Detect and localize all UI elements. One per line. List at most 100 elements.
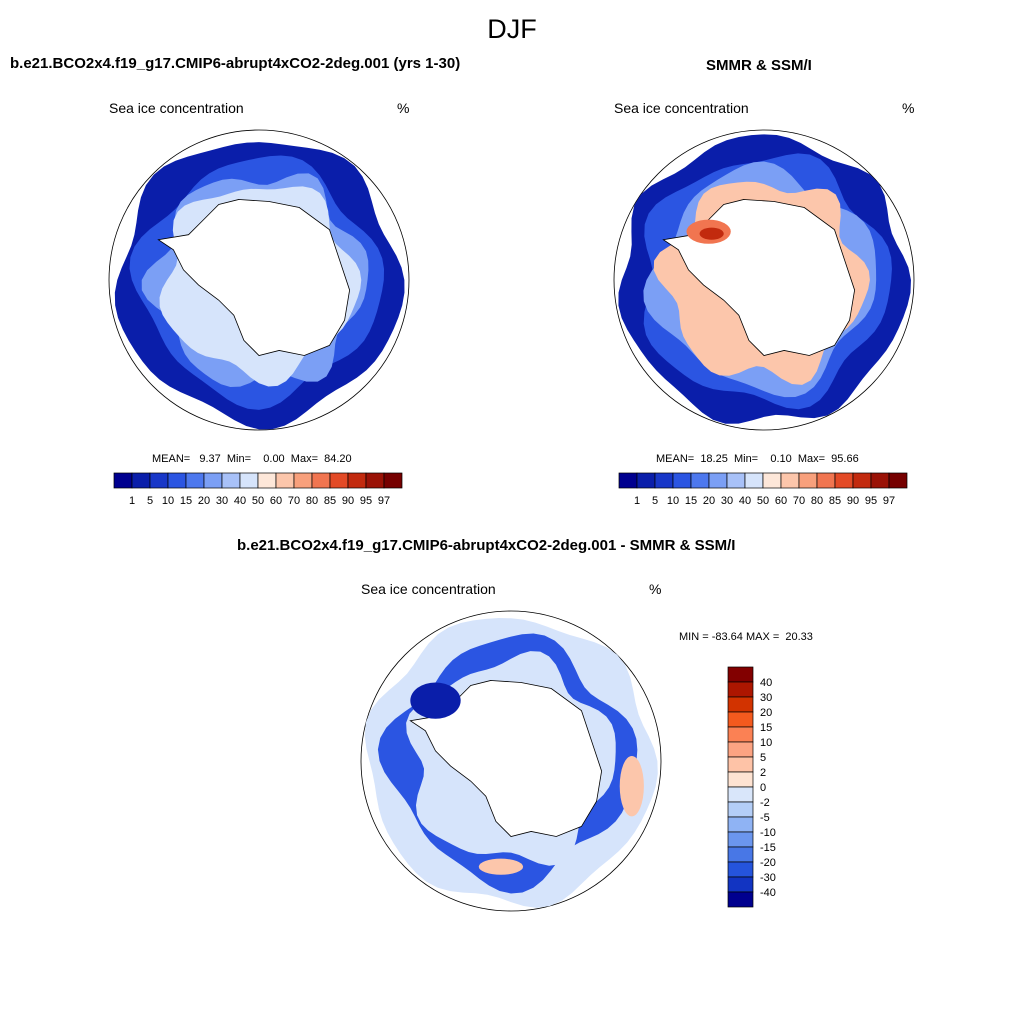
colorbar-tick-label: 30: [216, 495, 228, 507]
colorbar-box: [727, 756, 754, 773]
colorbar-box: [816, 472, 836, 489]
colorbar-box: [383, 472, 403, 489]
panel-2-subtitle-left: Sea ice concentration: [614, 100, 749, 116]
colorbar-box: [727, 771, 754, 788]
colorbar-tick-label: 10: [162, 495, 174, 507]
panel-1-colorbar: 1 5 10 15 20 30 40 50 60 70 80 85 90 95 97: [113, 472, 403, 507]
colorbar-tick-label: 30: [721, 495, 733, 507]
colorbar-tick-label: 2: [760, 767, 766, 779]
colorbar-box: [185, 472, 205, 489]
panel-1-polar-map: [108, 129, 410, 431]
colorbar-box: [221, 472, 241, 489]
colorbar-tick-label: 70: [288, 495, 300, 507]
colorbar-box: [727, 801, 754, 818]
antarctica-coastline: [409, 680, 603, 837]
colorbar-box: [727, 786, 754, 803]
colorbar-box: [727, 741, 754, 758]
colorbar-tick-label: 20: [198, 495, 210, 507]
colorbar-tick-label: 80: [811, 495, 823, 507]
colorbar-tick-label: 15: [180, 495, 192, 507]
colorbar-box: [727, 861, 754, 878]
colorbar-tick-label: 50: [757, 495, 769, 507]
panel-3-subtitle-right: %: [649, 581, 662, 597]
colorbar-tick-label: -40: [760, 887, 776, 899]
colorbar-tick-label: 97: [378, 495, 390, 507]
colorbar-box: [744, 472, 764, 489]
positive-anomaly-patch: [619, 755, 644, 817]
colorbar-tick-label: 30: [760, 692, 772, 704]
colorbar-box: [727, 696, 754, 713]
colorbar-box: [870, 472, 890, 489]
colorbar-box: [275, 472, 295, 489]
colorbar-tick-label: 90: [342, 495, 354, 507]
colorbar-box: [329, 472, 349, 489]
colorbar-tick-label: -30: [760, 872, 776, 884]
colorbar-tick-label: -20: [760, 857, 776, 869]
colorbar-box: [203, 472, 223, 489]
colorbar-box: [888, 472, 908, 489]
colorbar-tick-label: 95: [360, 495, 372, 507]
panel-2-title: SMMR & SSM/I: [706, 57, 812, 74]
colorbar-tick-label: 40: [760, 677, 772, 689]
colorbar-box: [293, 472, 313, 489]
colorbar-box: [690, 472, 710, 489]
colorbar-box: [708, 472, 728, 489]
colorbar-box: [852, 472, 872, 489]
colorbar-box: [780, 472, 800, 489]
colorbar-tick-label: 85: [324, 495, 336, 507]
colorbar-box: [672, 472, 692, 489]
colorbar-box: [727, 666, 754, 683]
colorbar-box: [727, 891, 754, 908]
colorbar-box: [239, 472, 259, 489]
colorbar-box: [727, 816, 754, 833]
panel-1-subtitle-left: Sea ice concentration: [109, 100, 244, 116]
colorbar-box: [727, 846, 754, 863]
panel-3-subtitle-left: Sea ice concentration: [361, 581, 496, 597]
panel-3-polar-map: [360, 610, 662, 912]
colorbar-tick-label: 97: [883, 495, 895, 507]
colorbar-tick-label: 5: [760, 752, 766, 764]
colorbar-tick-label: 90: [847, 495, 859, 507]
panel-2-colorbar: 1 5 10 15 20 30 40 50 60 70 80 85 90 95 97: [618, 472, 908, 507]
colorbar-box: [798, 472, 818, 489]
colorbar-tick-label: 15: [760, 722, 772, 734]
colorbar-box: [636, 472, 656, 489]
colorbar-box: [365, 472, 385, 489]
colorbar-box: [726, 472, 746, 489]
colorbar-box: [113, 472, 133, 489]
colorbar-tick-label: 1: [129, 495, 135, 507]
panel-2-polar-map: [613, 129, 915, 431]
colorbar-box: [257, 472, 277, 489]
colorbar-tick-label: 60: [775, 495, 787, 507]
panel-1-subtitle-right: %: [397, 100, 410, 116]
colorbar-tick-label: 10: [760, 737, 772, 749]
panel-2-stats: MEAN= 18.25 Min= 0.10 Max= 95.66: [656, 453, 859, 465]
colorbar-box: [347, 472, 367, 489]
colorbar-tick-label: 70: [793, 495, 805, 507]
colorbar-tick-label: 95: [865, 495, 877, 507]
colorbar-tick-label: 5: [147, 495, 153, 507]
colorbar-box: [727, 876, 754, 893]
colorbar-tick-label: 40: [739, 495, 751, 507]
colorbar-tick-label: 85: [829, 495, 841, 507]
positive-anomaly-patch: [478, 858, 524, 875]
colorbar-tick-label: 20: [760, 707, 772, 719]
colorbar-tick-label: 80: [306, 495, 318, 507]
panel-3-stats: MIN = -83.64 MAX = 20.33: [679, 631, 813, 643]
colorbar-tick-label: -5: [760, 812, 770, 824]
colorbar-tick-label: 15: [685, 495, 697, 507]
high-concentration-patch: [699, 227, 724, 240]
antarctica-coastline: [157, 199, 351, 356]
colorbar-tick-label: -15: [760, 842, 776, 854]
colorbar-tick-label: 10: [667, 495, 679, 507]
colorbar-box: [727, 831, 754, 848]
colorbar-tick-label: 60: [270, 495, 282, 507]
negative-anomaly-patch: [410, 682, 461, 719]
colorbar-box: [727, 681, 754, 698]
colorbar-box: [149, 472, 169, 489]
colorbar-tick-label: 1: [634, 495, 640, 507]
colorbar-box: [311, 472, 331, 489]
colorbar-tick-label: 0: [760, 782, 766, 794]
